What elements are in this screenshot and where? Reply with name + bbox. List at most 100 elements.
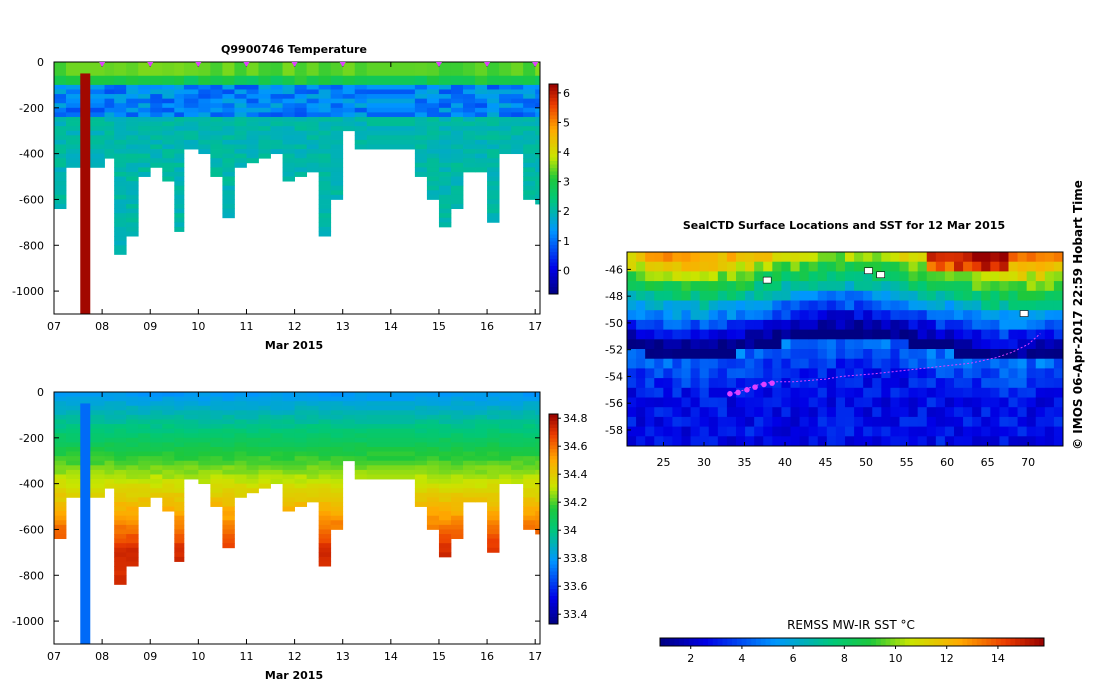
- temperature-colorbar-segment: [549, 150, 558, 155]
- sst-cell: [781, 426, 791, 437]
- temperature-cell: [114, 153, 127, 159]
- sst-cell: [799, 349, 810, 360]
- salinity-cell: [162, 474, 175, 480]
- sst-cell: [872, 358, 882, 369]
- sst-cell: [954, 261, 964, 272]
- sst-cell: [926, 407, 937, 418]
- salinity-cell: [414, 405, 428, 411]
- sst-cell: [799, 271, 810, 282]
- temperature-cell: [150, 112, 163, 118]
- sst-cell: [944, 271, 955, 282]
- sst-map-x-tick-label: 40: [778, 456, 792, 469]
- salinity-cell: [414, 428, 428, 434]
- temperature-cell: [414, 71, 428, 77]
- salinity-cell: [258, 460, 271, 466]
- salinity-cell: [104, 442, 115, 448]
- salinity-colorbar-segment: [549, 568, 558, 572]
- temperature-cell: [463, 80, 476, 86]
- salinity-cell: [258, 442, 271, 448]
- salinity-panel: 0-200-400-600-800-1000 07 08 09 10 11 12 13 14 1…: [12, 386, 587, 682]
- temperature-cell: [511, 62, 524, 67]
- salinity-cell: [306, 488, 320, 494]
- temperature-cell: [511, 80, 524, 86]
- sst-cell: [981, 358, 991, 369]
- sst-cell: [1017, 281, 1028, 292]
- sst-cell: [754, 329, 764, 340]
- salinity-cell: [294, 469, 308, 475]
- temperature-cell: [183, 126, 199, 132]
- temperature-cell: [450, 167, 464, 173]
- salinity-cell: [487, 405, 500, 411]
- sst-cell: [799, 436, 810, 447]
- temperature-cell: [318, 190, 332, 196]
- sst-cell: [645, 310, 655, 321]
- salinity-cell: [450, 392, 464, 397]
- temperature-cell: [438, 62, 452, 67]
- temperature-cell: [210, 144, 223, 150]
- sst-cell: [835, 368, 846, 379]
- sst-colorbar-segment: [669, 638, 675, 646]
- temperature-cell: [150, 130, 163, 136]
- temperature-cell: [535, 71, 541, 77]
- temperature-cell: [499, 98, 512, 104]
- temperature-cell: [210, 62, 223, 67]
- salinity-cell: [438, 534, 452, 540]
- temperature-cell: [150, 98, 163, 104]
- salinity-cell: [438, 465, 452, 471]
- sst-cell: [1053, 319, 1064, 330]
- sst-cell: [672, 290, 682, 301]
- temperature-cell: [366, 94, 416, 100]
- salinity-cell: [114, 456, 127, 462]
- temperature-cell: [126, 75, 139, 81]
- sst-cell: [835, 300, 846, 311]
- temperature-cell: [523, 66, 536, 72]
- temperature-cell: [114, 107, 127, 113]
- temperature-cell: [174, 190, 185, 196]
- temperature-cell: [258, 112, 271, 118]
- salinity-colorbar-segment: [549, 540, 558, 544]
- temperature-cell: [270, 116, 283, 122]
- temperature-cell: [54, 98, 67, 104]
- temperature-cell: [499, 62, 512, 67]
- salinity-cell: [174, 538, 185, 544]
- sst-colorbar-segment: [852, 638, 858, 646]
- salinity-cell: [306, 392, 320, 397]
- salinity-cell: [138, 428, 151, 434]
- sst-cell: [990, 329, 1000, 340]
- temperature-cell: [174, 226, 185, 232]
- temperature-cell: [234, 112, 247, 118]
- sst-cell: [699, 319, 710, 330]
- temperature-cell: [126, 194, 139, 200]
- temperature-cell: [162, 94, 175, 100]
- sst-cell: [926, 290, 937, 301]
- salinity-cell: [475, 410, 488, 416]
- temperature-cell: [414, 135, 428, 141]
- sst-cell: [872, 339, 882, 350]
- sst-cell: [681, 436, 691, 447]
- salinity-cell: [450, 401, 464, 407]
- salinity-cell: [426, 405, 440, 411]
- sst-colorbar-segment: [948, 638, 954, 646]
- temperature-cell: [54, 162, 67, 168]
- sst-cell: [972, 368, 982, 379]
- temperature-cell: [426, 71, 440, 77]
- salinity-cell: [450, 520, 464, 526]
- sst-cell: [754, 368, 764, 379]
- salinity-cell: [318, 396, 332, 402]
- sst-cell: [790, 319, 800, 330]
- temperature-cell: [210, 66, 223, 72]
- temperature-cell: [54, 149, 67, 155]
- salinity-cell: [523, 492, 536, 498]
- sst-cell: [908, 329, 919, 340]
- salinity-cell: [114, 424, 127, 430]
- temperature-cell: [463, 103, 476, 109]
- sst-cell: [935, 378, 946, 389]
- sst-cell: [899, 349, 909, 360]
- salinity-cell: [114, 506, 127, 512]
- salinity-cell: [366, 442, 416, 448]
- temperature-colorbar-tick-label: 3: [563, 176, 570, 189]
- temperature-cell: [104, 75, 115, 81]
- salinity-cell: [198, 474, 211, 480]
- salinity-cell: [54, 483, 67, 489]
- temperature-cell: [330, 144, 344, 150]
